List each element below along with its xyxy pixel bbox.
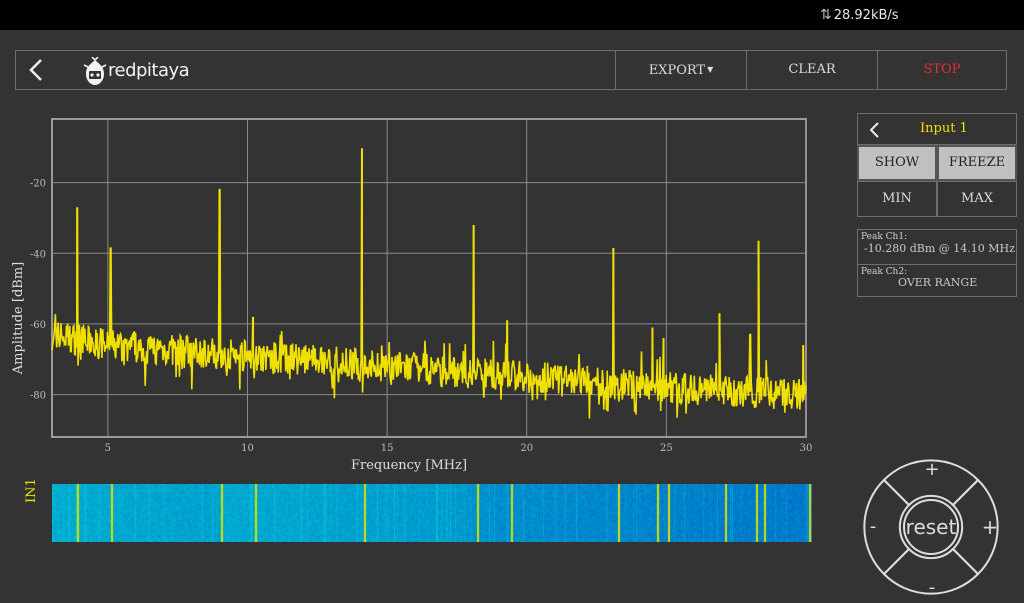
peak-ch1-label: Peak Ch1:: [861, 232, 908, 242]
divider: [858, 264, 1016, 265]
x-tick-label: 5: [105, 443, 111, 454]
stop-label: STOP: [923, 62, 961, 77]
peak-info: Peak Ch1: -10.280 dBm @ 14.10 MHz Peak C…: [857, 229, 1017, 297]
logo-text: redpitaya: [108, 60, 190, 81]
max-button[interactable]: MAX: [937, 181, 1017, 217]
x-tick-label: 25: [660, 443, 673, 454]
spectrum-chart[interactable]: 5 10 15 20 25 30 -20 -40 -60 -80 Frequency [MHz] Am…: [0, 100, 830, 480]
toolbar: redpitaya EXPORT ▼ CLEAR STOP: [15, 50, 1007, 90]
reset-button[interactable]: [903, 499, 959, 555]
y-tick-label: -80: [30, 391, 46, 402]
export-button[interactable]: EXPORT ▼: [615, 51, 746, 89]
pitaya-logo-icon: [83, 56, 107, 85]
peak-ch2-value: OVER RANGE: [898, 276, 978, 289]
channel-title: Input 1: [920, 121, 968, 136]
peak-ch1-value: -10.280 dBm @ 14.10 MHz: [864, 242, 1015, 255]
stop-button[interactable]: STOP: [877, 51, 1006, 89]
y-tick-label: -60: [30, 320, 46, 331]
clear-label: CLEAR: [788, 62, 836, 77]
peak-ch2-label: Peak Ch2:: [861, 267, 908, 277]
show-button[interactable]: SHOW: [857, 145, 937, 181]
waterfall-label: IN1: [24, 478, 39, 503]
network-speed: ⇅ 28.92kB/s: [820, 7, 899, 23]
x-tick-label: 15: [381, 443, 394, 454]
caret-down-icon: ▼: [707, 65, 714, 74]
speed-value: 28.92kB/s: [833, 8, 899, 23]
dpad-left-label: -: [870, 516, 877, 537]
x-tick-label: 30: [800, 443, 813, 454]
dpad-right-button[interactable]: [951, 478, 999, 576]
updown-arrows-icon: ⇅: [820, 7, 832, 23]
clear-button[interactable]: CLEAR: [746, 51, 877, 89]
channel-panel: Input 1 SHOW FREEZE MIN MAX: [857, 113, 1017, 217]
dpad-down-button[interactable]: [882, 547, 980, 595]
y-tick-label: -40: [30, 249, 46, 260]
dpad-right-label: +: [982, 515, 999, 539]
x-axis-label: Frequency [MHz]: [351, 458, 467, 473]
min-button[interactable]: MIN: [857, 181, 937, 217]
back-arrow-icon[interactable]: [26, 57, 50, 83]
y-axis-label: Amplitude [dBm]: [11, 262, 26, 375]
zoom-dpad: + + - - reset: [863, 459, 999, 598]
dpad-up-label: +: [924, 459, 939, 480]
spectrum-trace: [51, 148, 807, 419]
x-tick-label: 20: [520, 443, 533, 454]
logo: redpitaya: [82, 56, 190, 87]
plot-frame: [51, 118, 807, 438]
x-tick-label: 10: [241, 443, 254, 454]
dpad-down-label: -: [929, 577, 936, 598]
reset-label: reset: [906, 515, 957, 539]
y-tick-label: -20: [30, 179, 46, 190]
export-label: EXPORT: [648, 63, 706, 78]
dpad-up-button[interactable]: [882, 459, 980, 507]
dpad-left-button[interactable]: [863, 478, 911, 576]
channel-header: Input 1: [857, 113, 1017, 145]
waterfall-display: [52, 484, 812, 542]
chevron-left-icon[interactable]: [868, 122, 882, 138]
status-bar: ⇅ 28.92kB/s: [0, 0, 1024, 30]
freeze-button[interactable]: FREEZE: [937, 145, 1017, 181]
spectrum-plot[interactable]: 5 10 15 20 25 30 -20 -40 -60 -80 Frequency [MHz] Am…: [0, 100, 830, 480]
